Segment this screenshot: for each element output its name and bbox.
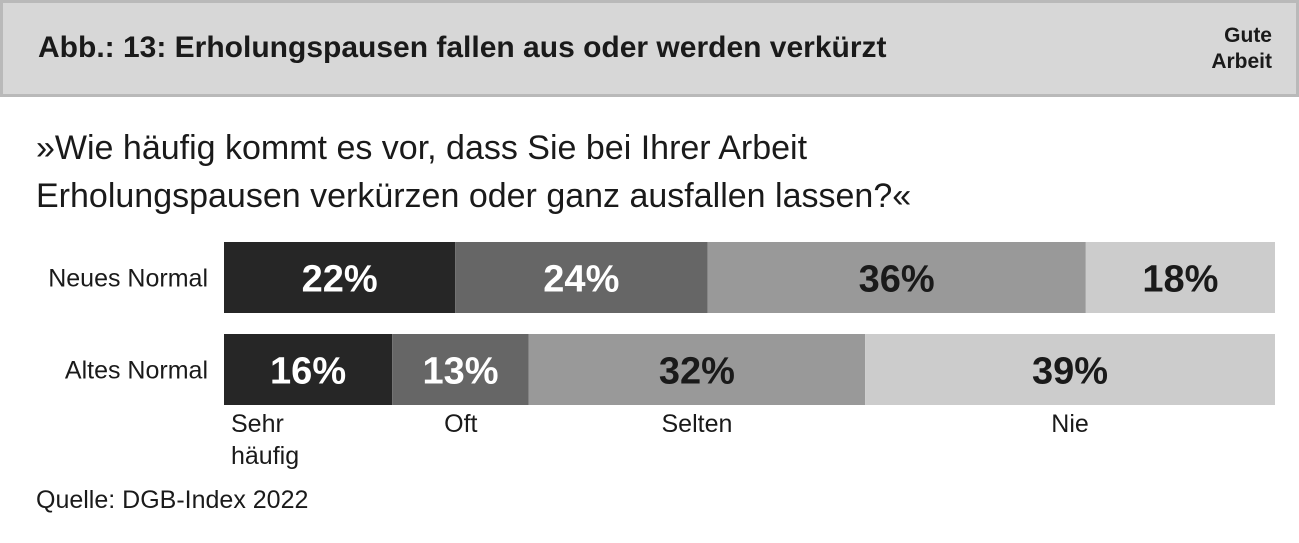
bar-altes-normal-nie <box>865 334 1275 405</box>
data-label-neues-normal-nie: 18% <box>1142 259 1218 301</box>
data-label-neues-normal-oft: 24% <box>543 259 619 301</box>
bar-altes-normal-selten <box>528 334 866 405</box>
brand-line-1: Gute <box>1224 24 1272 47</box>
data-label-altes-normal-selten: 32% <box>659 351 735 393</box>
legend-sehr-haeufig: Sehr häufig <box>231 410 299 470</box>
survey-question: »Wie häufig kommt es vor, dass Sie bei I… <box>36 124 1256 220</box>
bar-neues-normal-selten <box>707 242 1086 313</box>
data-label-altes-normal-nie: 39% <box>1032 351 1108 393</box>
data-label-altes-normal-oft: 13% <box>422 351 498 393</box>
data-label-neues-normal-sehr-haeufig: 22% <box>302 259 378 301</box>
bar-altes-normal-oft <box>392 334 529 405</box>
legend-selten: Selten <box>662 410 733 438</box>
survey-question-line-2: Erholungspausen verkürzen oder ganz ausf… <box>36 177 912 215</box>
brand-line-2: Arbeit <box>1211 50 1272 73</box>
row-label-altes-normal: Altes Normal <box>65 357 208 385</box>
legend-oft: Oft <box>444 410 477 438</box>
data-label-neues-normal-selten: 36% <box>859 259 935 301</box>
figure-header: Abb.: 13: Erholungspausen fallen aus ode… <box>0 0 1299 97</box>
brand-logo-text: Gute Arbeit <box>1162 23 1272 75</box>
figure-title: Abb.: 13: Erholungspausen fallen aus ode… <box>38 31 887 64</box>
bar-neues-normal-sehr-haeufig <box>224 242 456 313</box>
bar-neues-normal-nie <box>1085 242 1275 313</box>
bar-altes-normal-sehr-haeufig <box>224 334 393 405</box>
bar-neues-normal-oft <box>455 242 708 313</box>
data-label-altes-normal-sehr-haeufig: 16% <box>270 351 346 393</box>
survey-question-line-1: »Wie häufig kommt es vor, dass Sie bei I… <box>36 129 808 167</box>
legend-nie: Nie <box>1051 410 1089 438</box>
source-note: Quelle: DGB-Index 2022 <box>36 486 309 514</box>
row-label-neues-normal: Neues Normal <box>48 265 208 293</box>
